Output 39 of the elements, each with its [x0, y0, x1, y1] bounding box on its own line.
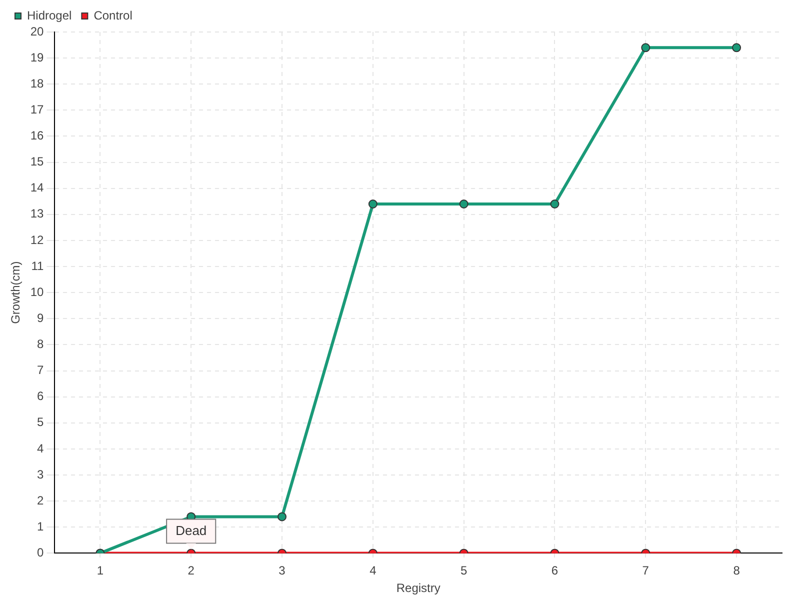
y-tick-label: 20	[30, 24, 44, 38]
y-tick-label: 2	[37, 493, 44, 508]
y-tick-label: 7	[37, 363, 44, 378]
x-tick-label: 5	[460, 564, 468, 578]
x-tick-label: 2	[188, 564, 195, 578]
x-tick-label: 4	[370, 564, 377, 578]
point	[459, 199, 468, 208]
x-tick-label: 8	[733, 564, 740, 578]
y-tick-label: 1	[37, 519, 44, 534]
x-tick-label: 6	[551, 564, 558, 578]
legend-label: Hidrogel	[27, 8, 72, 22]
y-tick-label: 4	[37, 441, 44, 456]
y-tick-label: 11	[31, 258, 44, 273]
y-tick-label: 6	[37, 389, 44, 404]
point	[641, 43, 650, 52]
x-tick-label: 7	[642, 564, 650, 578]
y-tick-label: 18	[30, 76, 44, 90]
y-tick-label: 15	[30, 154, 44, 169]
y-tick-label: 19	[30, 50, 44, 64]
y-tick-label: 12	[30, 232, 44, 247]
point	[732, 43, 742, 52]
y-tick-label: 13	[30, 206, 44, 221]
y-tick-label: 9	[37, 310, 44, 325]
y-tick-label: 3	[37, 467, 44, 482]
legend-label: Control	[94, 8, 132, 22]
y-tick-label: 14	[30, 180, 44, 195]
point	[368, 199, 378, 208]
x-tick-label: 3	[278, 564, 286, 578]
y-axis-title: Growth(cm)	[8, 261, 23, 324]
y-tick-label: 16	[30, 128, 44, 143]
annotation: Dead	[176, 522, 207, 538]
y-tick-label: 0	[37, 546, 44, 560]
x-tick-label: 1	[96, 564, 104, 578]
y-tick-label: 5	[37, 415, 44, 430]
y-tick-label: 17	[30, 102, 44, 116]
y-tick-label: 10	[30, 284, 44, 299]
x-axis-title: Registry	[396, 581, 440, 596]
y-tick-label: 8	[37, 337, 44, 352]
point	[550, 199, 560, 208]
